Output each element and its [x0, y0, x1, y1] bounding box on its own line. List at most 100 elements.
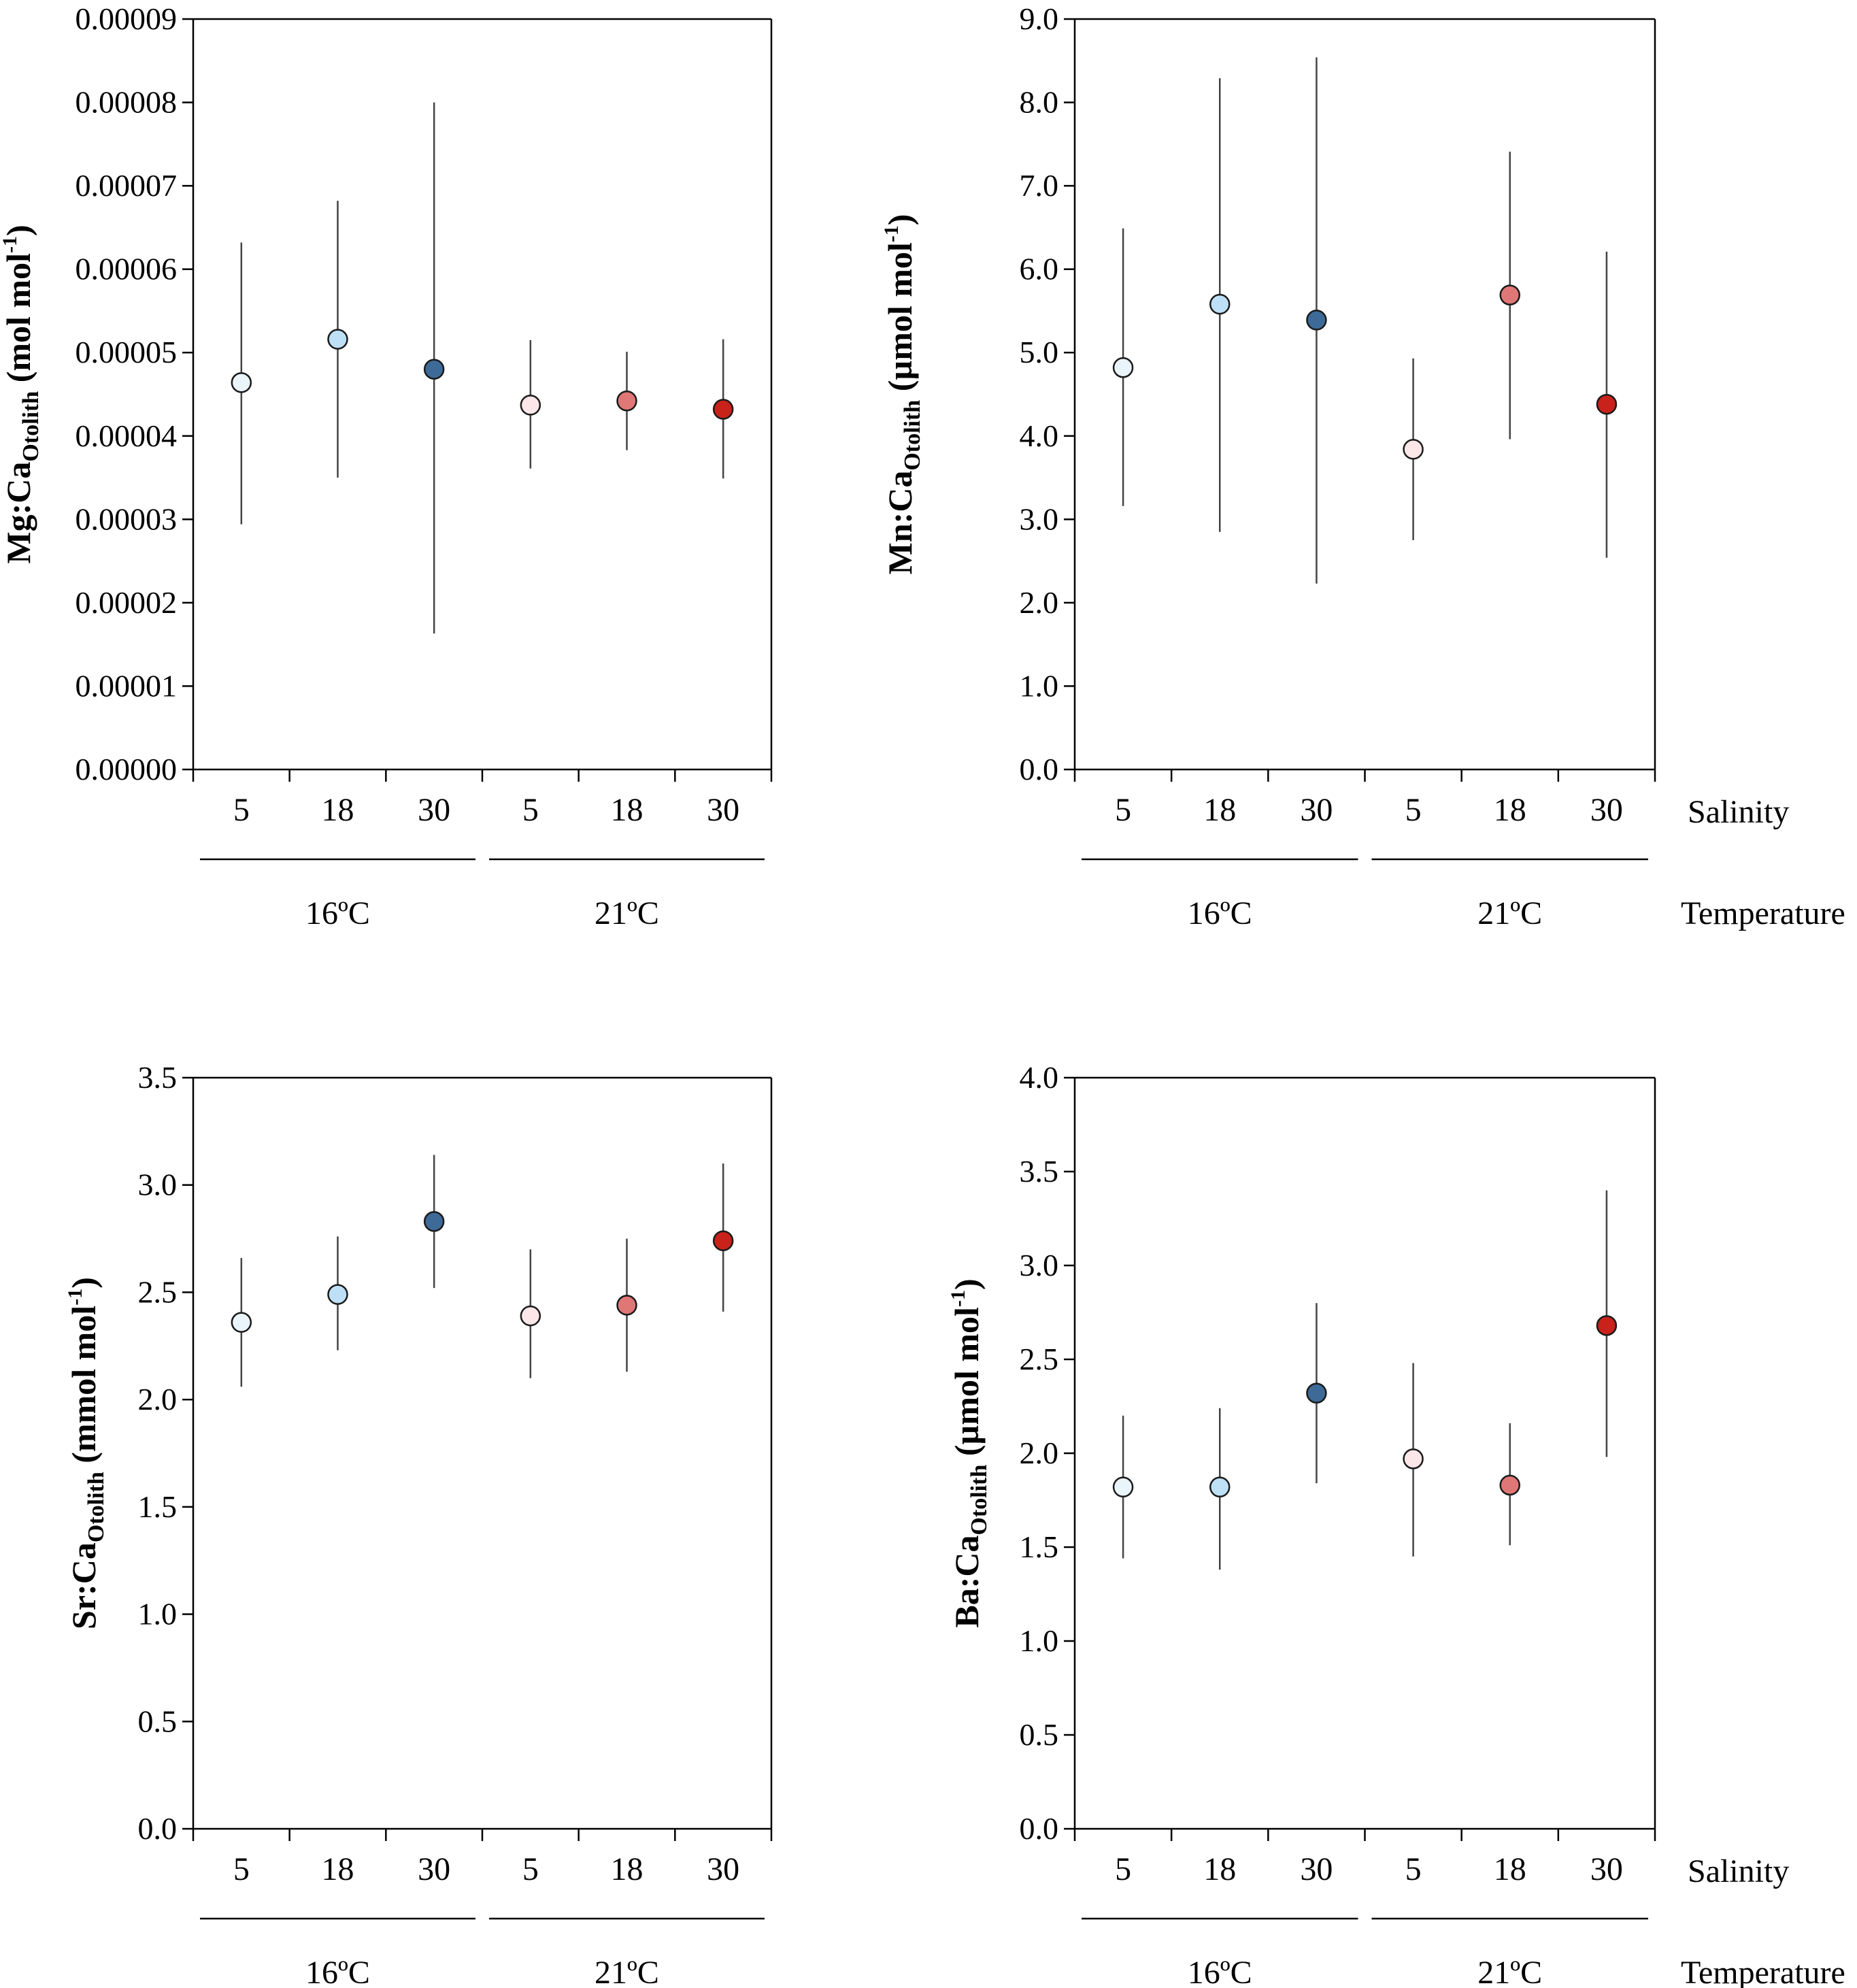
x-category-label: 5 — [1405, 792, 1422, 828]
data-point — [1112, 357, 1134, 378]
data-point — [423, 359, 445, 380]
salinity-row-title: Salinity — [1688, 794, 1789, 830]
panel-sr-ca: 0.0 0.5 1.0 1.5 2.0 2.5 3.0 3.5 5 18 30 5 18 30 16ºC 21… — [64, 1060, 773, 1988]
x-category-label: 30 — [707, 792, 739, 828]
x-category-label: 5 — [1115, 1851, 1131, 1887]
data-point — [1596, 1315, 1618, 1336]
data-point — [1499, 284, 1520, 305]
data-point — [1112, 1476, 1134, 1497]
panel-ba-ca: 0.0 0.5 1.0 1.5 2.0 2.5 3.0 3.5 4.0 5 18 30 5 18 30 16º… — [947, 1060, 1845, 1988]
data-point — [616, 1295, 637, 1316]
data-point — [712, 1230, 734, 1251]
x-category-label: 18 — [611, 792, 643, 828]
y-tick-label: 0.5 — [138, 1704, 178, 1738]
x-category-label: 30 — [1300, 792, 1333, 828]
data-point — [231, 1312, 252, 1333]
data-point — [1209, 293, 1231, 315]
data-point — [616, 391, 637, 412]
y-tick-label: 0.00003 — [76, 501, 178, 536]
x-category-label: 30 — [1590, 1851, 1623, 1887]
y-axis-label: Mn:CaOtolith (µmol mol-1) — [880, 214, 925, 575]
panel-mn-ca: 0.0 1.0 2.0 3.0 4.0 5.0 6.0 7.0 8.0 9.0 5 18 30 5 18 30… — [880, 1, 1845, 931]
y-tick-label: 0.00006 — [76, 252, 178, 286]
x-category-label: 5 — [233, 1851, 250, 1887]
y-tick-label: 3.5 — [1020, 1154, 1059, 1189]
group-label: 21ºC — [1477, 1955, 1542, 1988]
x-category-label: 18 — [322, 1851, 354, 1887]
group-label: 16ºC — [1188, 895, 1252, 931]
data-point — [423, 1211, 445, 1232]
x-category-label: 30 — [418, 1851, 450, 1887]
data-point — [520, 395, 541, 416]
group-label: 21ºC — [595, 1955, 659, 1988]
x-category-label: 18 — [1203, 792, 1236, 828]
y-axis-label: Mg:CaOtolith (mol mol-1) — [0, 225, 44, 563]
y-tick-label: 3.5 — [138, 1060, 178, 1095]
group-label: 16ºC — [1188, 1955, 1252, 1988]
y-tick-label: 6.0 — [1020, 252, 1059, 286]
temperature-row-title: Temperature — [1681, 895, 1845, 931]
y-tick-label: 0.00004 — [76, 418, 178, 453]
y-tick-label: 0.0 — [1020, 752, 1059, 786]
data-point — [327, 1284, 348, 1305]
x-category-label: 5 — [522, 1851, 539, 1887]
x-category-label: 30 — [707, 1851, 739, 1887]
y-tick-label: 1.0 — [1020, 668, 1059, 703]
data-point — [520, 1305, 541, 1327]
x-category-label: 18 — [611, 1851, 643, 1887]
y-tick-label: 2.0 — [1020, 1436, 1059, 1470]
y-tick-label: 1.5 — [1020, 1529, 1059, 1564]
data-point — [1306, 310, 1327, 331]
y-tick-label: 5.0 — [1020, 335, 1059, 369]
data-point — [1403, 439, 1424, 460]
y-tick-label: 8.0 — [1020, 85, 1059, 120]
y-tick-label: 0.00008 — [76, 85, 178, 120]
x-category-label: 18 — [1494, 792, 1526, 828]
panel-mg-ca: 0.00000 0.00001 0.00002 0.00003 0.00004 0.000… — [0, 1, 773, 931]
y-tick-label: 0.00001 — [76, 668, 178, 703]
y-tick-label: 4.0 — [1020, 1060, 1059, 1095]
salinity-row-title: Salinity — [1688, 1853, 1789, 1889]
y-tick-label: 2.5 — [1020, 1342, 1059, 1376]
y-tick-label: 0.00000 — [76, 752, 178, 786]
y-tick-label: 2.0 — [1020, 585, 1059, 620]
data-point — [1306, 1382, 1327, 1404]
temperature-row-title: Temperature — [1681, 1955, 1845, 1988]
group-label: 16ºC — [305, 895, 370, 931]
data-point — [712, 399, 734, 420]
x-category-label: 30 — [418, 792, 450, 828]
y-tick-label: 3.0 — [1020, 501, 1059, 536]
data-point — [231, 372, 252, 393]
y-tick-label: 1.0 — [138, 1597, 178, 1631]
y-tick-label: 0.0 — [1020, 1811, 1059, 1846]
group-label: 21ºC — [595, 895, 659, 931]
y-tick-label: 0.00005 — [76, 335, 178, 369]
y-tick-label: 0.00002 — [76, 585, 178, 620]
y-tick-label: 4.0 — [1020, 418, 1059, 453]
y-tick-label: 7.0 — [1020, 168, 1059, 203]
y-tick-label: 0.00007 — [76, 168, 178, 203]
data-point — [1403, 1448, 1424, 1470]
y-tick-label: 2.5 — [138, 1274, 178, 1309]
y-tick-label: 1.5 — [138, 1489, 178, 1524]
group-label: 21ºC — [1477, 895, 1542, 931]
x-category-label: 5 — [1115, 792, 1131, 828]
data-point — [1209, 1476, 1231, 1497]
y-tick-label: 0.0 — [138, 1811, 178, 1846]
y-axis-label: Ba:CaOtolith (µmol mol-1) — [947, 1278, 992, 1627]
x-category-label: 5 — [1405, 1851, 1422, 1887]
x-category-label: 30 — [1590, 792, 1623, 828]
y-tick-label: 3.0 — [138, 1167, 178, 1202]
x-category-label: 18 — [1494, 1851, 1526, 1887]
data-point — [1499, 1474, 1520, 1496]
data-point — [327, 329, 348, 350]
y-tick-label: 0.5 — [1020, 1717, 1059, 1752]
x-category-label: 18 — [1203, 1851, 1236, 1887]
y-axis-label: Sr:CaOtolith (mmol mol-1) — [64, 1277, 109, 1629]
x-category-label: 30 — [1300, 1851, 1333, 1887]
y-tick-label: 0.00009 — [76, 1, 178, 36]
x-category-label: 5 — [233, 792, 250, 828]
y-tick-label: 1.0 — [1020, 1623, 1059, 1658]
x-category-label: 5 — [522, 792, 539, 828]
